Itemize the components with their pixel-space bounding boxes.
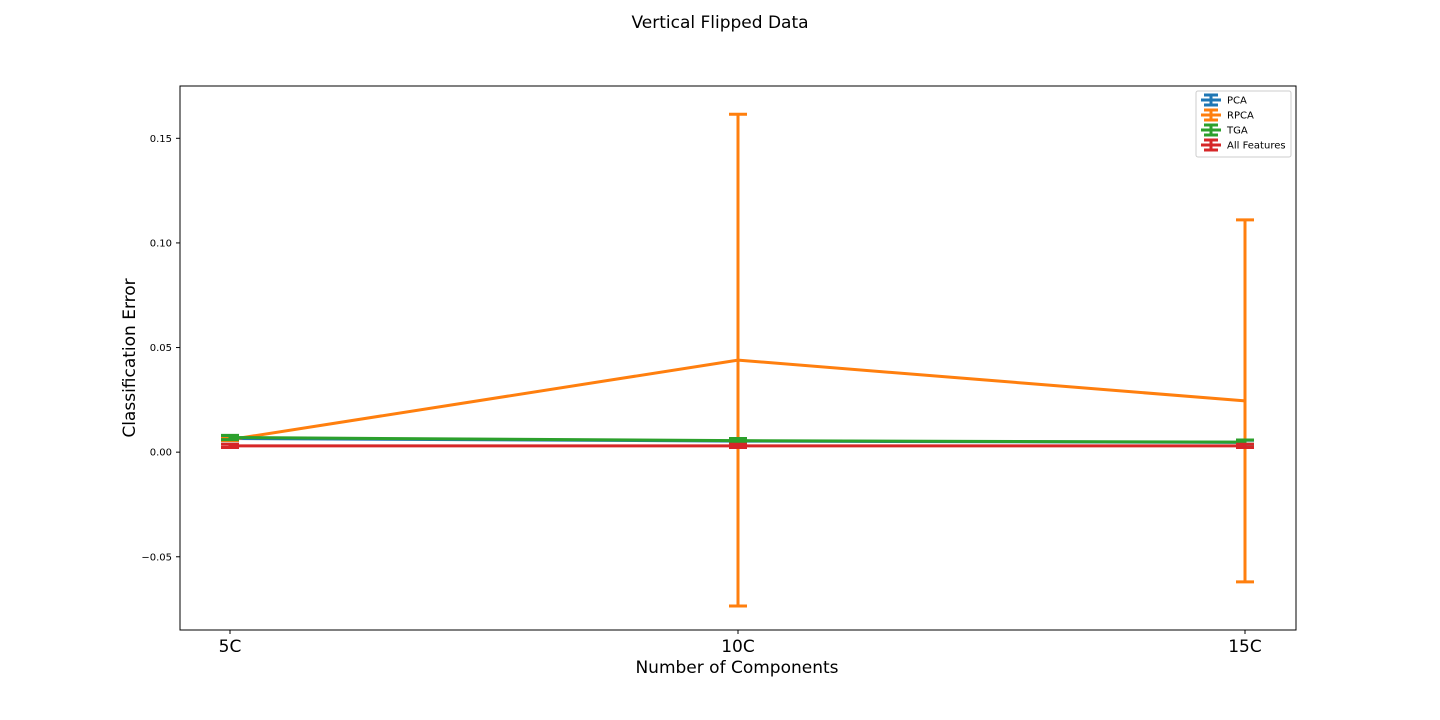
x-tick-label: 15C xyxy=(1228,637,1262,657)
data-point-rpca xyxy=(1243,399,1247,403)
y-axis-label: Classification Error xyxy=(120,278,140,437)
data-point-tga xyxy=(736,439,740,443)
chart-title: Vertical Flipped Data xyxy=(631,13,808,33)
series-layer xyxy=(221,112,1254,608)
data-point-tga xyxy=(228,436,232,440)
legend-item-rpca: RPCA xyxy=(1201,108,1254,122)
y-tick-label: 0.00 xyxy=(150,448,172,459)
data-point-all-features xyxy=(228,444,232,448)
legend-label-rpca: RPCA xyxy=(1227,111,1254,122)
legend-item-all-features: All Features xyxy=(1201,138,1286,152)
series-tga xyxy=(221,433,1254,446)
legend-item-pca: PCA xyxy=(1201,93,1247,107)
legend-label-tga: TGA xyxy=(1226,126,1248,137)
series-rpca xyxy=(221,112,1254,608)
plot-frame xyxy=(179,85,1297,631)
y-tick-label: 0.10 xyxy=(150,238,172,249)
legend-box xyxy=(1195,90,1292,158)
legend: PCA RPCA TGA All Features xyxy=(1195,90,1292,158)
series-all-features xyxy=(221,442,1254,450)
y-tick-label: 0.15 xyxy=(150,134,172,145)
y-tick-label: 0.05 xyxy=(150,343,172,354)
data-point-all-features xyxy=(1243,444,1247,448)
legend-label-pca: PCA xyxy=(1227,96,1247,107)
x-axis: 5C 10C 15C xyxy=(219,630,1262,657)
data-point-rpca xyxy=(736,358,740,362)
y-tick-label: −0.05 xyxy=(141,552,172,563)
legend-item-tga: TGA xyxy=(1201,123,1248,137)
data-point-all-features xyxy=(736,444,740,448)
y-axis: −0.05 0.00 0.05 0.10 0.15 xyxy=(141,134,180,563)
x-axis-label: Number of Components xyxy=(635,658,838,678)
x-tick-label: 5C xyxy=(219,637,242,657)
x-tick-label: 10C xyxy=(721,637,755,657)
legend-label-all-features: All Features xyxy=(1227,141,1286,152)
